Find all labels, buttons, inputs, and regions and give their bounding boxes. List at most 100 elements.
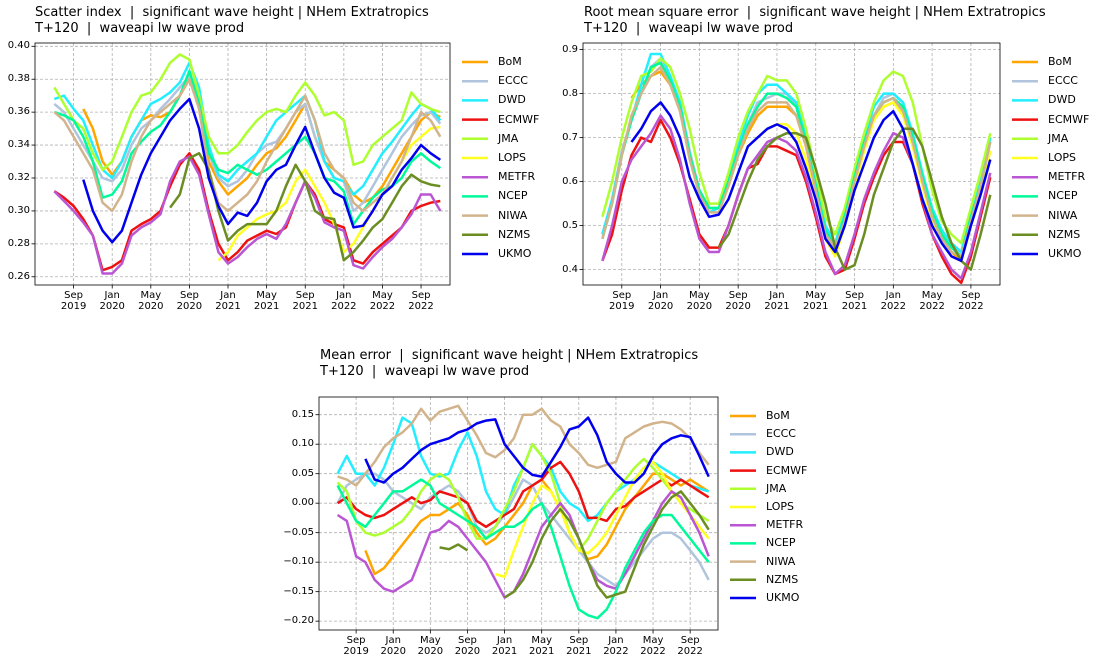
x-tick-label: May 2021 [253,290,280,312]
y-tick-label: 0.28 [7,237,30,249]
y-tick-label: 0.38 [7,73,30,85]
legend-label: ECCC [766,427,796,441]
legend-label: METFR [766,518,804,532]
x-tick-label: May 2020 [138,290,164,312]
legend-label: JMA [498,131,519,145]
legend-label: ECMWF [1048,112,1090,126]
legend-label: DWD [498,93,526,107]
y-tick-label: −0.15 [283,585,314,597]
legend-label: LOPS [766,500,795,513]
chart-subtitle: T+120 | waveapi lw wave prod [584,21,794,36]
axes-frame [34,42,451,286]
legend-label: JMA [766,481,787,495]
chart-title: Root mean square error | significant wav… [584,5,1046,20]
series-line [364,472,710,576]
series-line [53,155,442,275]
legend-label: BoM [766,409,790,422]
legend-label: NZMS [766,572,799,586]
chart-subtitle: T+120 | waveapi lw wave prod [35,21,245,36]
legend-label: NIWA [1048,208,1078,222]
legend-label: UKMO [766,591,800,604]
legend-label: DWD [766,445,794,459]
x-tick-label: Sep 2022 [958,290,984,312]
axes-frame [582,42,1001,286]
series-line [336,472,710,588]
x-tick-label: Jan 2022 [880,290,907,312]
x-tick-label: Sep 2019 [343,635,369,657]
legend-label: NCEP [498,189,528,203]
x-tick-label: Sep 2020 [454,635,481,657]
legend-label: LOPS [498,151,527,164]
y-tick-label: 0.00 [291,497,314,509]
chart-title: Scatter index | significant wave height … [35,5,429,20]
legend-label: ECMWF [498,112,540,126]
y-tick-label: 0.26 [7,270,30,282]
legend-label: NZMS [498,227,531,241]
legend-label: NCEP [1048,189,1078,203]
x-tick-label: Sep 2022 [408,290,434,312]
series-line [336,460,710,529]
y-tick-label: 0.05 [291,467,314,479]
legend-label: JMA [1048,131,1069,145]
x-tick-label: Jan 2021 [491,635,518,657]
y-tick-label: 0.4 [562,263,578,275]
x-tick-label: Jan 2022 [603,635,629,657]
x-tick-label: Jan 2020 [647,290,674,312]
series-line [336,490,710,599]
x-tick-label: May 2020 [417,635,444,657]
chart-subtitle: T+120 | waveapi lw wave prod [320,364,530,379]
x-tick-label: May 2020 [686,290,713,312]
legend-label: UKMO [498,247,532,260]
y-tick-label: −0.05 [283,526,314,538]
legend-label: METFR [1048,170,1086,184]
y-tick-label: 0.32 [7,171,30,183]
legend-label: BoM [1048,55,1072,68]
y-tick-label: 0.34 [7,139,30,151]
x-tick-label: Sep 2019 [609,290,635,312]
y-tick-label: 0.40 [7,40,30,52]
x-tick-label: May 2021 [528,635,555,657]
x-tick-label: Jan 2021 [215,290,241,312]
x-tick-label: May 2022 [919,290,945,312]
series-line [337,404,710,487]
x-tick-label: May 2022 [369,290,396,312]
legend-label: DWD [1048,93,1076,107]
x-tick-label: Sep 2021 [566,635,592,657]
legend-label: UKMO [1048,247,1082,260]
legend-label: NCEP [766,536,796,550]
series-line [717,127,992,271]
x-tick-label: Sep 2021 [292,290,318,312]
y-tick-label: 0.5 [562,219,578,231]
y-tick-label: 0.8 [562,87,578,99]
x-tick-label: Sep 2019 [60,290,87,312]
y-tick-label: 0.30 [7,204,30,216]
series-line [364,416,710,484]
x-tick-label: May 2022 [640,635,666,657]
x-tick-label: Jan 2020 [380,635,406,657]
x-tick-label: Sep 2020 [725,290,751,312]
legend-label: NZMS [1048,227,1081,241]
legend-label: LOPS [1048,151,1077,164]
legend-label: ECCC [1048,74,1078,88]
series-line [53,152,441,272]
legend-label: NIWA [766,554,796,568]
x-tick-label: Jan 2021 [764,290,790,312]
y-tick-label: 0.15 [291,408,314,420]
series-line [439,490,710,599]
legend-label: BoM [498,55,522,68]
y-tick-label: 0.9 [562,43,578,55]
legend-label: NIWA [498,208,528,222]
y-tick-label: −0.20 [283,615,314,627]
y-tick-label: −0.10 [283,556,314,568]
series-line [336,478,710,620]
series-line [82,97,442,244]
series-line [630,101,992,263]
x-tick-label: May 2021 [803,290,829,312]
chart-title: Mean error | significant wave height | N… [320,348,699,363]
axes-frame [318,396,719,631]
y-tick-label: 0.10 [291,438,314,450]
x-tick-label: Sep 2022 [677,635,703,657]
x-tick-label: Jan 2022 [331,290,357,312]
